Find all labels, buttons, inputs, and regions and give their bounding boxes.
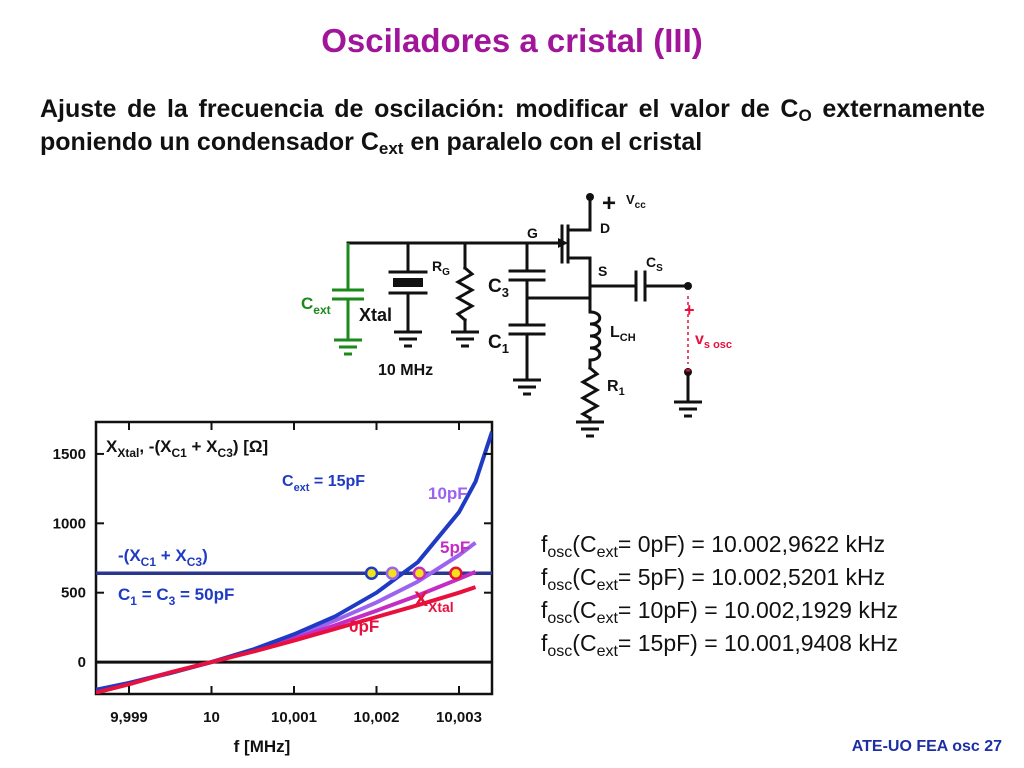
intersection-marker bbox=[449, 566, 463, 581]
intersection-marker bbox=[412, 566, 427, 581]
series-label-5pf: 5pF bbox=[440, 538, 470, 557]
marker-group bbox=[364, 566, 463, 581]
vs-minus-label: - bbox=[685, 359, 691, 379]
y-tick-label: 1500 bbox=[53, 446, 86, 463]
chart-title: XXtal, -(XC1 + XC3) [Ω] bbox=[106, 437, 268, 460]
result-line: fosc(Cext= 15pF) = 10.001,9408 kHz bbox=[541, 630, 898, 660]
r1-label: R1 bbox=[607, 378, 625, 398]
intersection-marker bbox=[364, 566, 379, 581]
subtitle-line2-end: en paralelo con el cristal bbox=[403, 128, 703, 156]
subtitle-line2: externamente poniendo un condensador C bbox=[40, 95, 985, 156]
cext-label: Cext bbox=[301, 294, 331, 317]
slide-title: Osciladores a cristal (III) bbox=[321, 22, 703, 59]
x-axis-label: f [MHz] bbox=[234, 737, 291, 756]
x-tick-label: 9,999 bbox=[110, 709, 148, 726]
series-label-15pf: Cext = 15pF bbox=[282, 473, 365, 494]
subtitle-line2-subscript: ext bbox=[378, 139, 404, 158]
x-tick-label: 10,002 bbox=[354, 709, 400, 726]
c3-label: C3 bbox=[488, 276, 509, 300]
oscillation-results: fosc(Cext= 0pF) = 10.002,9622 kHz fosc(C… bbox=[541, 528, 898, 660]
xtal-label: Xtal bbox=[359, 305, 392, 325]
lch-label: LCH bbox=[610, 324, 636, 344]
xtal-freq-label: 10 MHz bbox=[378, 362, 433, 379]
subtitle-line1-subscript: O bbox=[798, 106, 812, 125]
series-label-0pf: 0pF bbox=[349, 617, 379, 636]
cs-label: CS bbox=[646, 254, 663, 274]
vcc-plus-label: + bbox=[602, 190, 616, 217]
hline-label-reactance: -(XC1 + XC3) bbox=[118, 546, 208, 569]
drain-label: D bbox=[600, 220, 610, 236]
xtal-reactance-label: XXtal bbox=[414, 588, 454, 615]
y-tick-group: 0 500 1000 1500 bbox=[53, 446, 492, 671]
source-label: S bbox=[598, 263, 607, 279]
intersection-marker bbox=[385, 566, 400, 581]
vs-plus-label: + bbox=[684, 300, 695, 320]
x-tick-label: 10 bbox=[203, 709, 220, 726]
circuit-diagram: + Vcc D G S RG C3 C1 CS LCH R1 Xtal 10 M… bbox=[301, 190, 732, 438]
result-line: fosc(Cext= 10pF) = 10.002,1929 kHz bbox=[541, 597, 898, 627]
series-line-0pf bbox=[96, 585, 477, 694]
c1-label: C1 bbox=[488, 332, 509, 356]
rg-label: RG bbox=[432, 258, 450, 278]
series-label-10pf: 10pF bbox=[428, 484, 468, 503]
series-group bbox=[96, 431, 492, 694]
slide-subtitle: Ajuste de la frecuencia de oscilación: m… bbox=[40, 93, 985, 159]
result-line: fosc(Cext= 0pF) = 10.002,9622 kHz bbox=[541, 531, 886, 561]
hline-label-capacitors: C1 = C3 = 50pF bbox=[118, 585, 234, 608]
y-tick-label: 0 bbox=[78, 654, 86, 671]
slide-footer: ATE-UO FEA osc 27 bbox=[851, 738, 1002, 755]
x-tick-group: 9,999 10 10,001 10,002 10,003 bbox=[110, 422, 482, 726]
x-tick-label: 10,001 bbox=[271, 709, 317, 726]
subtitle-line1: Ajuste de la frecuencia de oscilación: m… bbox=[40, 95, 799, 123]
vcc-label: Vcc bbox=[626, 192, 646, 211]
y-tick-label: 1000 bbox=[53, 515, 86, 532]
gate-label: G bbox=[527, 225, 538, 241]
y-tick-label: 500 bbox=[61, 585, 86, 602]
x-tick-label: 10,003 bbox=[436, 709, 482, 726]
result-line: fosc(Cext= 5pF) = 10.002,5201 kHz bbox=[541, 564, 886, 594]
vs-osc-label: vs osc bbox=[695, 331, 732, 351]
